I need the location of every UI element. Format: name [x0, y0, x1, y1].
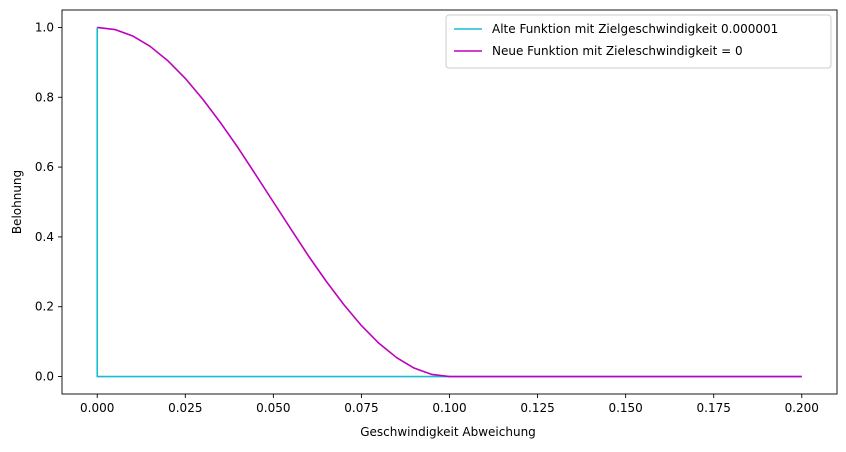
legend: Alte Funktion mit Zielgeschwindigkeit 0.…: [445, 14, 832, 69]
x-tick-label: 0.050: [256, 401, 290, 415]
axes: 0.000 0.025 0.050 0.075 0.100 0.125 0.150 0.175…: [35, 9, 838, 415]
y-axis-label: Belohnung: [10, 170, 24, 234]
x-tick-label: 0.200: [785, 401, 819, 415]
legend-label-2: Neue Funktion mit Zieleschwindigkeit = 0: [492, 44, 743, 58]
y-tick-label: 0.0: [35, 370, 54, 384]
x-tick-label: 0.075: [344, 401, 378, 415]
y-tick-label: 0.4: [35, 230, 54, 244]
x-tick-label: 0.100: [432, 401, 466, 415]
series-line-2: [97, 26, 802, 378]
x-tick-label: 0.125: [520, 401, 554, 415]
series-lines: [96, 26, 802, 378]
legend-label-1: Alte Funktion mit Zielgeschwindigkeit 0.…: [492, 22, 778, 36]
x-tick-label: 0.025: [168, 401, 202, 415]
y-tick-label: 0.2: [35, 300, 54, 314]
legend-box: [445, 14, 832, 69]
plot-background: [62, 10, 837, 394]
x-tick-label: 0.175: [697, 401, 731, 415]
y-tick-label: 1.0: [35, 20, 54, 34]
x-tick-label: 0.150: [608, 401, 642, 415]
plot-area: [62, 10, 837, 394]
y-tick-label: 0.8: [35, 90, 54, 104]
x-axis-label: Geschwindigkeit Abweichung: [360, 425, 536, 439]
y-tick-label: 0.6: [35, 160, 54, 174]
x-tick-label: 0.000: [80, 401, 114, 415]
